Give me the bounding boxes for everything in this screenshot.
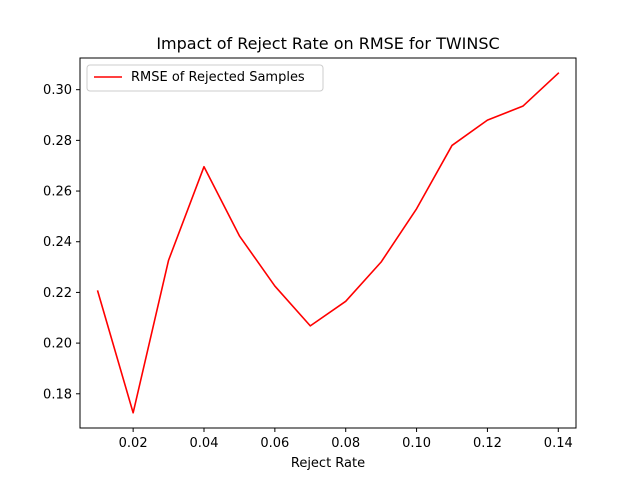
x-tick-label: 0.02	[119, 436, 148, 451]
y-tick-label: 0.26	[43, 185, 72, 200]
x-tick-label: 0.04	[190, 436, 219, 451]
y-tick-label: 0.18	[43, 387, 72, 402]
x-tick-label: 0.12	[473, 436, 502, 451]
legend: RMSE of Rejected Samples	[87, 65, 323, 91]
y-tick-label: 0.20	[43, 337, 72, 352]
legend-entry-rmse-rejected-samples: RMSE of Rejected Samples	[131, 70, 305, 85]
chart-title: Impact of Reject Rate on RMSE for TWINSC	[156, 34, 499, 53]
x-tick-label: 0.08	[331, 436, 360, 451]
y-tick-label: 0.28	[43, 134, 72, 149]
y-tick-label: 0.22	[43, 286, 72, 301]
x-tick-label: 0.06	[260, 436, 289, 451]
y-tick-label: 0.24	[43, 235, 72, 250]
x-axis-label: Reject Rate	[291, 456, 365, 471]
y-tick-label: 0.30	[43, 83, 72, 98]
x-tick-label: 0.14	[544, 436, 573, 451]
x-tick-label: 0.10	[402, 436, 431, 451]
